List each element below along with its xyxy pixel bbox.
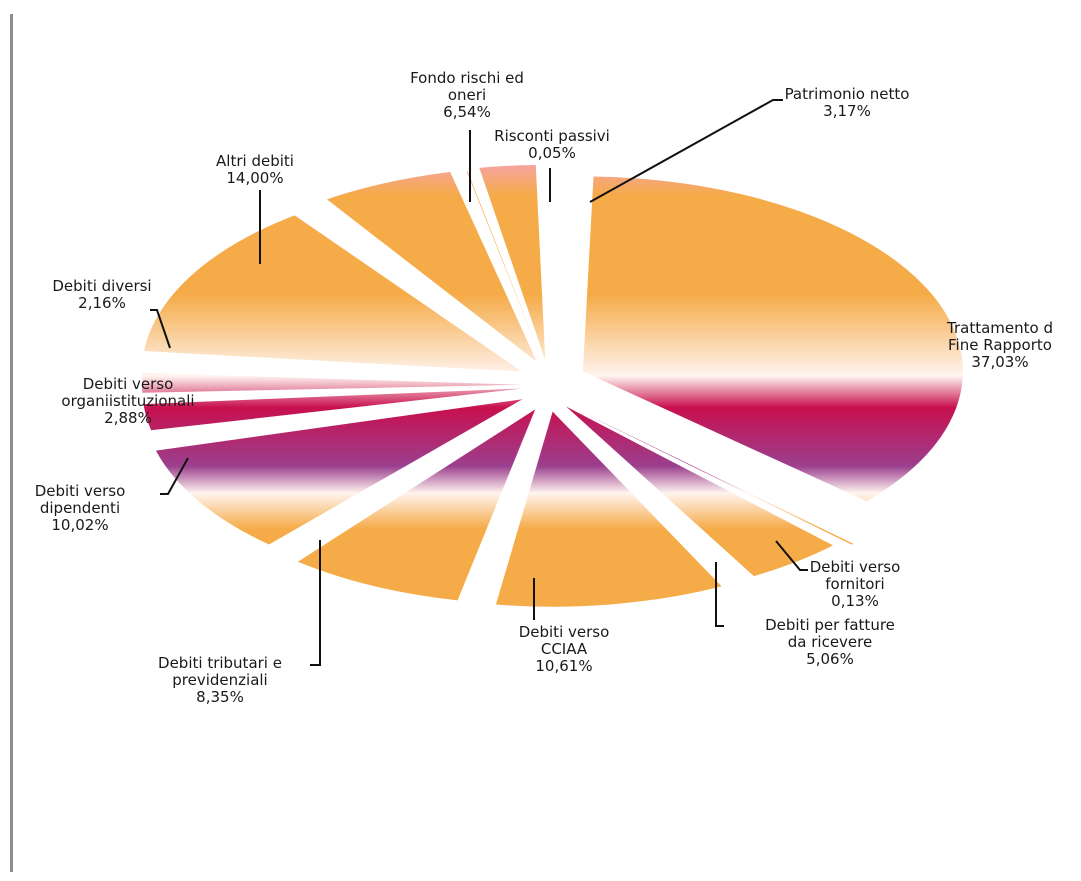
- slice-percent-label: 8,35%: [196, 688, 244, 706]
- leader-line: [310, 540, 321, 666]
- slice-name-label: Debiti verso: [83, 375, 174, 393]
- slice-label: Debiti verso fornitori 0,13%: [810, 558, 901, 610]
- slice-name-label: previdenziali: [172, 671, 267, 689]
- slice-percent-label: 2,16%: [78, 294, 126, 312]
- slice-percent-label: 5,06%: [806, 650, 854, 668]
- slice-name-label: Debiti verso: [35, 482, 126, 500]
- leader-line: [715, 562, 724, 627]
- slice-label: Debiti verso organiistituzionali 2,88%: [61, 375, 194, 427]
- slice-name-label: Altri debiti: [216, 152, 294, 170]
- leader-line: [160, 457, 189, 495]
- slice-percent-label: 6,54%: [443, 103, 491, 121]
- slice-name-label: Fine Rapporto: [948, 336, 1052, 354]
- slice-name-label: da ricevere: [788, 633, 872, 651]
- slice-name-label: Trattamento d: [946, 319, 1053, 337]
- slice-name-label: Debiti per fatture: [765, 616, 895, 634]
- slice-label: Altri debiti 14,00%: [216, 152, 294, 187]
- slice-label: Fondo rischi ed oneri 6,54%: [410, 69, 524, 121]
- slice-label: Risconti passivi 0,05%: [494, 127, 610, 162]
- slice-name-label: oneri: [448, 86, 486, 104]
- slice-label: Debiti verso dipendenti 10,02%: [35, 482, 126, 534]
- slice-percent-label: 0,13%: [831, 592, 879, 610]
- pie-slice-debiti-verso-organiistituzionali: [143, 388, 523, 431]
- slice-name-label: Debiti diversi: [52, 277, 151, 295]
- slice-label: Debiti diversi 2,16%: [52, 277, 151, 312]
- pie-slice-risconti-passivi: [466, 170, 543, 363]
- pie-slice-debiti-diversi: [142, 372, 523, 393]
- pie-slice-debiti-verso-cciaa: [495, 411, 722, 607]
- slice-label: Trattamento d Fine Rapporto 37,03%: [946, 319, 1053, 371]
- slice-label: Debiti verso CCIAA 10,61%: [519, 623, 610, 675]
- slice-percent-label: 2,88%: [104, 409, 152, 427]
- slice-percent-label: 14,00%: [226, 169, 283, 187]
- frame-left-border: [10, 14, 13, 872]
- slice-percent-label: 10,61%: [535, 657, 592, 675]
- slice-name-label: Risconti passivi: [494, 127, 610, 145]
- slice-name-label: CCIAA: [541, 640, 588, 658]
- slice-name-label: Debiti verso: [810, 558, 901, 576]
- pie-slice-debiti-per-fatture-da-ricevere: [566, 406, 834, 577]
- pie-slice-debiti-tributari-e-previdenziali: [297, 409, 536, 601]
- slice-name-label: Debiti tributari e: [158, 654, 282, 672]
- pie-slice-altri-debiti: [144, 215, 522, 372]
- slice-percent-label: 10,02%: [51, 516, 108, 534]
- slice-name-label: organiistituzionali: [61, 392, 194, 410]
- pie-slice-patrimonio-netto: [479, 164, 546, 360]
- pie-slice-fondo-rischi-ed-oneri: [326, 172, 537, 362]
- slice-percent-label: 0,05%: [528, 144, 576, 162]
- slice-percent-label: 37,03%: [971, 353, 1028, 371]
- slice-name-label: Debiti verso: [519, 623, 610, 641]
- pie-slice-trattamento-di-fine-rapporto: [582, 176, 963, 502]
- slice-label: Debiti tributari e previdenziali 8,35%: [158, 654, 282, 706]
- slice-label: Patrimonio netto 3,17%: [785, 85, 910, 120]
- pie-slice-debiti-verso-fornitori: [576, 409, 854, 545]
- slice-name-label: dipendenti: [40, 499, 120, 517]
- pie-slice-debiti-verso-dipendenti: [155, 399, 523, 545]
- slice-name-label: fornitori: [825, 575, 884, 593]
- leader-line: [150, 309, 171, 349]
- slice-name-label: Fondo rischi ed: [410, 69, 524, 87]
- slice-percent-label: 3,17%: [823, 102, 871, 120]
- slice-name-label: Patrimonio netto: [785, 85, 910, 103]
- leader-line: [775, 540, 808, 571]
- leader-line: [589, 99, 783, 203]
- slice-label: Debiti per fatture da ricevere 5,06%: [765, 616, 895, 668]
